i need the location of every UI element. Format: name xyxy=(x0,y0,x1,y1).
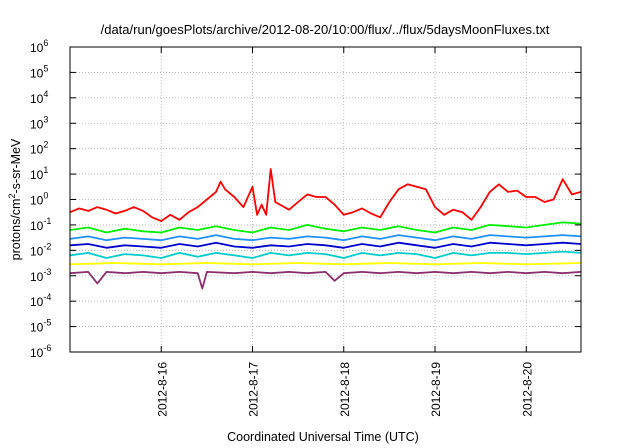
y-tick-label: 100 xyxy=(30,191,48,208)
y-tick-label-base: 10 xyxy=(30,66,44,80)
series-line-2 xyxy=(69,234,582,242)
y-axis-label-rest: -s-sr-MeV xyxy=(9,138,23,194)
series-line-6 xyxy=(69,270,582,290)
y-tick-label-exponent: -5 xyxy=(43,318,51,328)
y-tick-label-exponent: 4 xyxy=(43,89,48,99)
y-tick-label-exponent: 0 xyxy=(43,191,48,201)
series-line-0 xyxy=(69,168,582,223)
y-tick-label-base: 10 xyxy=(30,117,44,131)
y-tick-label: 103 xyxy=(30,114,48,131)
x-tick-label: 2012-8-19 xyxy=(429,362,443,417)
series-line-1 xyxy=(69,221,582,234)
y-tick-label-exponent: -6 xyxy=(43,343,51,353)
y-axis-tick-labels: 10-610-510-410-310-210-11001011021031041… xyxy=(30,38,51,360)
y-tick-label-exponent: -4 xyxy=(43,292,51,302)
y-axis-label-sup: 2 xyxy=(7,194,17,199)
x-tick-label: 2012-8-18 xyxy=(338,362,352,417)
y-tick-label-base: 10 xyxy=(30,143,44,157)
y-tick-label-exponent: 2 xyxy=(43,140,48,150)
y-axis-label: protons/cm2-s-sr-MeV xyxy=(7,138,23,260)
y-tick-label: 10-5 xyxy=(30,318,51,335)
y-tick-label: 10-2 xyxy=(30,241,51,258)
y-axis-label-base: protons/cm xyxy=(9,199,23,261)
y-tick-label: 101 xyxy=(30,165,48,182)
y-tick-label-exponent: -2 xyxy=(43,241,51,251)
y-tick-label-base: 10 xyxy=(30,219,44,233)
grid-lines xyxy=(70,47,581,352)
y-tick-label-exponent: -3 xyxy=(43,267,51,277)
y-tick-label-base: 10 xyxy=(30,295,44,309)
y-tick-label: 10-1 xyxy=(30,216,51,233)
x-tick-label: 2012-8-20 xyxy=(520,362,534,417)
chart-title: /data/run/goesPlots/archive/2012-08-20/1… xyxy=(101,22,550,37)
y-tick-label: 102 xyxy=(30,140,48,157)
x-tick-label: 2012-8-17 xyxy=(247,362,261,417)
y-tick-label: 106 xyxy=(30,38,48,55)
series-line-3 xyxy=(69,241,582,249)
y-tick-label-exponent: 5 xyxy=(43,63,48,73)
y-tick-label: 10-4 xyxy=(30,292,51,309)
series-line-4 xyxy=(69,250,582,259)
y-tick-label-base: 10 xyxy=(30,92,44,106)
y-tick-label-base: 10 xyxy=(30,41,44,55)
x-axis-tick-labels: 2012-8-16 2012-8-17 2012-8-18 2012-8-19 2012… xyxy=(155,362,534,417)
y-tick-label: 104 xyxy=(30,89,48,106)
x-tick-label: 2012-8-16 xyxy=(155,362,169,417)
x-axis-label: Coordinated Universal Time (UTC) xyxy=(227,430,419,444)
y-tick-label-base: 10 xyxy=(30,321,44,335)
y-tick-label-exponent: 1 xyxy=(43,165,48,175)
y-tick-label-exponent: 3 xyxy=(43,114,48,124)
y-tick-label-base: 10 xyxy=(30,168,44,182)
y-tick-label: 10-6 xyxy=(30,343,51,360)
y-tick-label-exponent: -1 xyxy=(43,216,51,226)
axis-ticks xyxy=(70,46,581,353)
series-line-5 xyxy=(69,262,582,266)
data-series xyxy=(69,168,582,290)
y-tick-label: 105 xyxy=(30,63,48,80)
y-tick-label-base: 10 xyxy=(30,194,44,208)
y-tick-label-exponent: 6 xyxy=(43,38,48,48)
y-tick-label: 10-3 xyxy=(30,267,51,284)
y-tick-label-base: 10 xyxy=(30,346,44,360)
y-tick-label-base: 10 xyxy=(30,270,44,284)
y-tick-label-base: 10 xyxy=(30,244,44,258)
